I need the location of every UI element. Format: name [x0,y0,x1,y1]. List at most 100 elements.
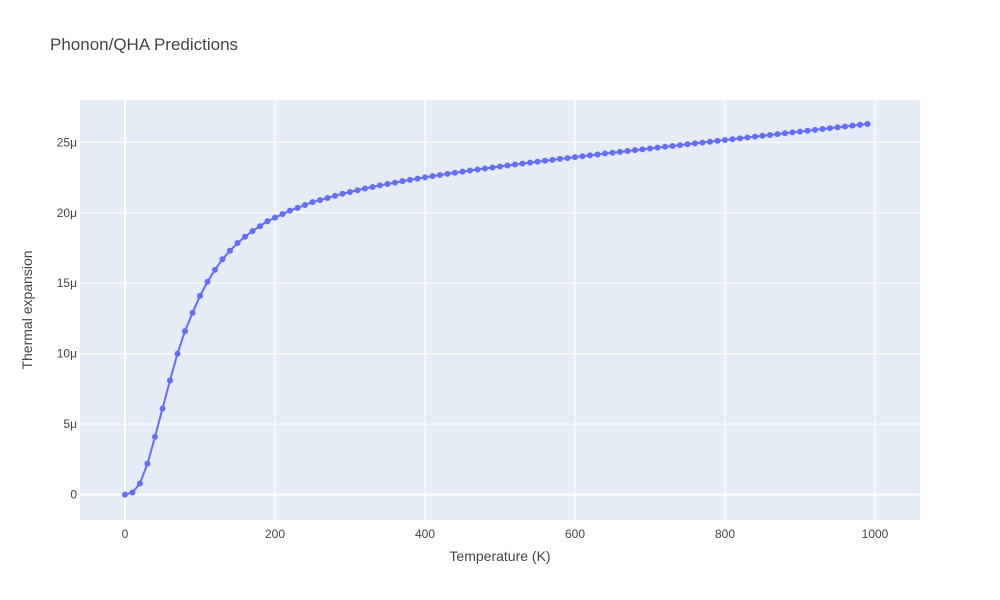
data-point [294,204,301,211]
data-point [587,152,593,159]
data-point [707,138,713,145]
data-point [677,142,683,149]
data-point [452,169,458,176]
y-tick-label: 10μ [57,347,77,361]
data-point [159,405,166,412]
data-point [737,135,743,142]
data-point [722,137,728,144]
data-point [857,121,863,128]
data-point [602,150,608,157]
data-point [504,162,511,169]
data-point [632,147,638,154]
data-point [692,140,698,147]
data-point [512,161,518,168]
data-point [729,136,736,143]
data-point [557,155,563,162]
data-point [129,489,136,496]
data-point [362,185,368,192]
data-point [624,148,631,155]
y-tick-label: 25μ [57,135,77,149]
data-point [684,141,691,148]
data-point [699,139,706,146]
data-point [399,178,406,185]
data-point [242,233,248,240]
data-point [369,183,376,190]
data-point [834,124,841,131]
data-point [219,256,226,263]
data-point [122,491,128,498]
y-tick-label: 5μ [63,417,77,431]
data-point [662,143,668,150]
y-tick-labels: 0 5μ 10μ 15μ 20μ 25μ [57,135,78,501]
data-point [287,207,293,214]
plot-background [80,100,920,520]
data-point [197,292,203,299]
x-tick-label: 1000 [862,527,889,541]
data-point [827,125,833,132]
data-point [384,181,391,187]
data-point [864,120,871,127]
chart-title: Phonon/QHA Predictions [50,35,238,54]
data-point [609,149,616,156]
data-point [332,192,338,199]
data-point [579,153,586,160]
data-point [842,123,848,130]
data-point [497,163,503,170]
data-point [812,126,818,133]
y-axis-title: Thermal expansion [19,250,35,369]
grid [80,100,920,520]
data-point [204,278,211,285]
data-point [339,190,346,197]
y-tick-label: 20μ [57,206,77,220]
data-point [309,199,316,206]
data-point [414,175,421,182]
data-point [212,266,218,273]
data-point [407,176,413,183]
data-point [137,480,143,487]
data-point [639,146,646,153]
data-point [774,131,781,138]
data-point [347,189,353,196]
data-point [519,160,526,167]
data-point [819,126,826,133]
data-point [534,158,541,165]
data-point [572,154,578,161]
data-point [444,170,451,177]
data-point [647,145,653,152]
data-point [302,202,308,208]
data-point [744,134,751,141]
data-point [564,155,571,162]
data-point [437,171,443,178]
data-point [594,151,601,158]
data-point [422,174,428,181]
data-point [467,167,473,174]
data-point [549,156,556,163]
data-point [482,165,488,172]
data-point [279,211,286,218]
x-tick-label: 200 [265,527,285,541]
data-point [144,460,151,467]
x-tick-label: 400 [415,527,435,541]
x-tick-labels: 0 200 400 600 800 1000 [122,527,889,541]
data-point [714,137,721,144]
x-tick-label: 800 [715,527,735,541]
data-point [849,122,856,129]
data-point [527,159,533,166]
data-point [189,309,196,316]
data-point [542,157,548,164]
data-point [272,214,278,221]
series-line [124,122,868,496]
data-point [782,130,788,137]
data-point [617,148,623,155]
x-axis-title: Temperature (K) [449,548,550,564]
series [122,120,871,498]
data-point [354,187,361,194]
data-point [797,128,803,135]
data-point [392,179,398,186]
data-point [227,247,233,254]
data-point [167,377,173,384]
data-point [654,144,661,151]
data-point [789,129,796,136]
y-tick-label: 0 [70,488,77,502]
